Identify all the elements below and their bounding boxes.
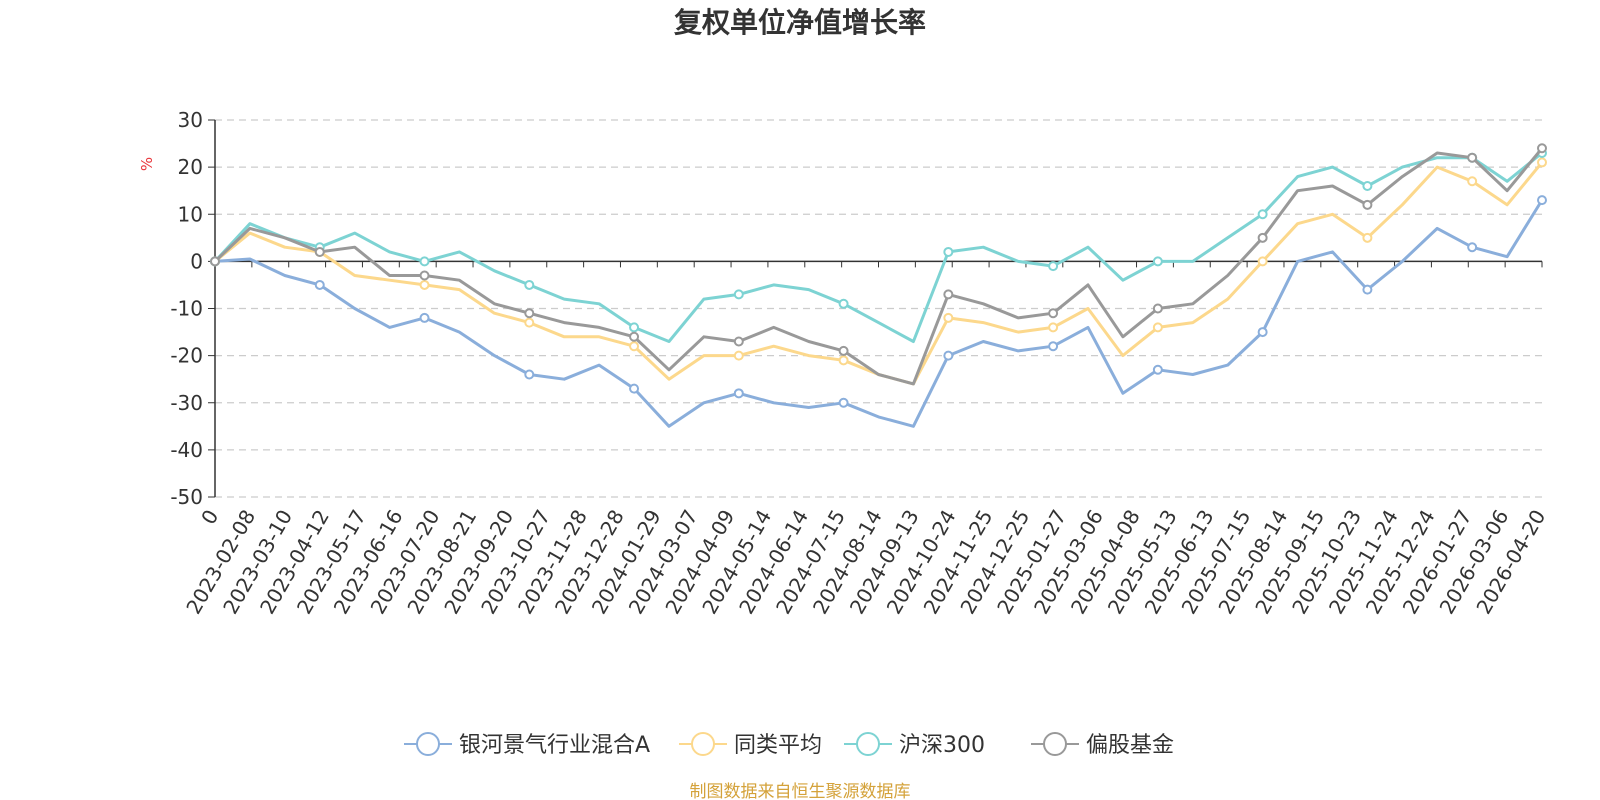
data-point xyxy=(1152,322,1163,333)
data-point xyxy=(838,298,849,309)
data-point xyxy=(314,246,325,257)
data-point xyxy=(943,289,954,300)
data-point xyxy=(943,312,954,323)
data-point xyxy=(943,350,954,361)
data-point xyxy=(629,322,640,333)
data-point xyxy=(1048,341,1059,352)
legend-marker-icon xyxy=(691,732,715,756)
data-point xyxy=(943,246,954,257)
legend-item[interactable]: 银河景气行业混合A xyxy=(404,732,650,758)
y-tick-label: -10 xyxy=(170,297,203,321)
legend-label: 偏股基金 xyxy=(1086,733,1174,758)
data-point xyxy=(524,308,535,319)
y-tick-label: -40 xyxy=(170,438,203,462)
data-point xyxy=(1257,232,1268,243)
y-tick-label: -30 xyxy=(170,391,203,415)
x-tick-label: 0 xyxy=(196,506,223,529)
y-tick-label: -50 xyxy=(170,485,203,509)
data-point xyxy=(733,388,744,399)
data-point xyxy=(1467,242,1478,253)
data-point xyxy=(524,369,535,380)
data-point xyxy=(1048,261,1059,272)
legend-item[interactable]: 偏股基金 xyxy=(1031,732,1174,758)
data-point xyxy=(629,383,640,394)
legend-label: 同类平均 xyxy=(734,733,822,758)
data-point xyxy=(419,279,430,290)
data-point xyxy=(314,279,325,290)
data-point xyxy=(1537,143,1547,154)
y-tick-label: 10 xyxy=(178,202,203,226)
legend-item[interactable]: 同类平均 xyxy=(679,732,822,758)
data-point xyxy=(1152,256,1163,267)
source-note: 制图数据来自恒生聚源数据库 xyxy=(690,782,911,800)
chart-title: 复权单位净值增长率 xyxy=(674,6,926,39)
data-point xyxy=(1362,284,1373,295)
y-tick-label: -20 xyxy=(170,344,203,368)
data-point xyxy=(1152,303,1163,314)
data-point xyxy=(1048,308,1059,319)
data-point xyxy=(629,341,640,352)
data-point xyxy=(1257,209,1268,220)
data-point xyxy=(838,355,849,366)
series-lines xyxy=(210,143,1547,428)
legend-label: 沪深300 xyxy=(899,733,985,758)
series-line xyxy=(213,151,1543,343)
y-tick-label: 30 xyxy=(178,108,203,132)
data-point xyxy=(838,345,849,356)
data-point xyxy=(733,289,744,300)
y-axis-unit: % xyxy=(138,157,156,171)
data-point xyxy=(1362,232,1373,243)
series-line xyxy=(214,161,1544,386)
data-point xyxy=(733,350,744,361)
data-point xyxy=(733,336,744,347)
data-point xyxy=(1537,195,1547,206)
grid-lines xyxy=(215,119,1542,498)
legend-label: 银河景气行业混合A xyxy=(459,733,650,758)
data-point xyxy=(1257,256,1268,267)
data-point xyxy=(1537,157,1547,168)
legend-marker-icon xyxy=(856,732,880,756)
data-point xyxy=(1152,364,1163,375)
data-point xyxy=(1467,176,1478,187)
data-point xyxy=(1467,152,1478,163)
data-point xyxy=(419,312,430,323)
data-point xyxy=(1362,199,1373,210)
data-point xyxy=(1257,327,1268,338)
data-point xyxy=(419,256,430,267)
data-point xyxy=(1362,180,1373,191)
data-point xyxy=(524,317,535,328)
series-line xyxy=(214,199,1544,428)
y-tick-label: 20 xyxy=(178,155,203,179)
series-line xyxy=(213,147,1544,386)
y-tick-label: 0 xyxy=(190,249,203,273)
data-point xyxy=(524,279,535,290)
data-point xyxy=(419,270,430,281)
data-point xyxy=(838,397,849,408)
data-point xyxy=(629,331,640,342)
legend[interactable]: 银河景气行业混合A 同类平均 沪深300 偏股基金 xyxy=(404,732,1174,758)
legend-item[interactable]: 沪深300 xyxy=(844,732,985,758)
legend-marker-icon xyxy=(416,732,440,756)
legend-marker-icon xyxy=(1043,732,1067,756)
data-point xyxy=(210,256,220,267)
data-point xyxy=(1048,322,1059,333)
